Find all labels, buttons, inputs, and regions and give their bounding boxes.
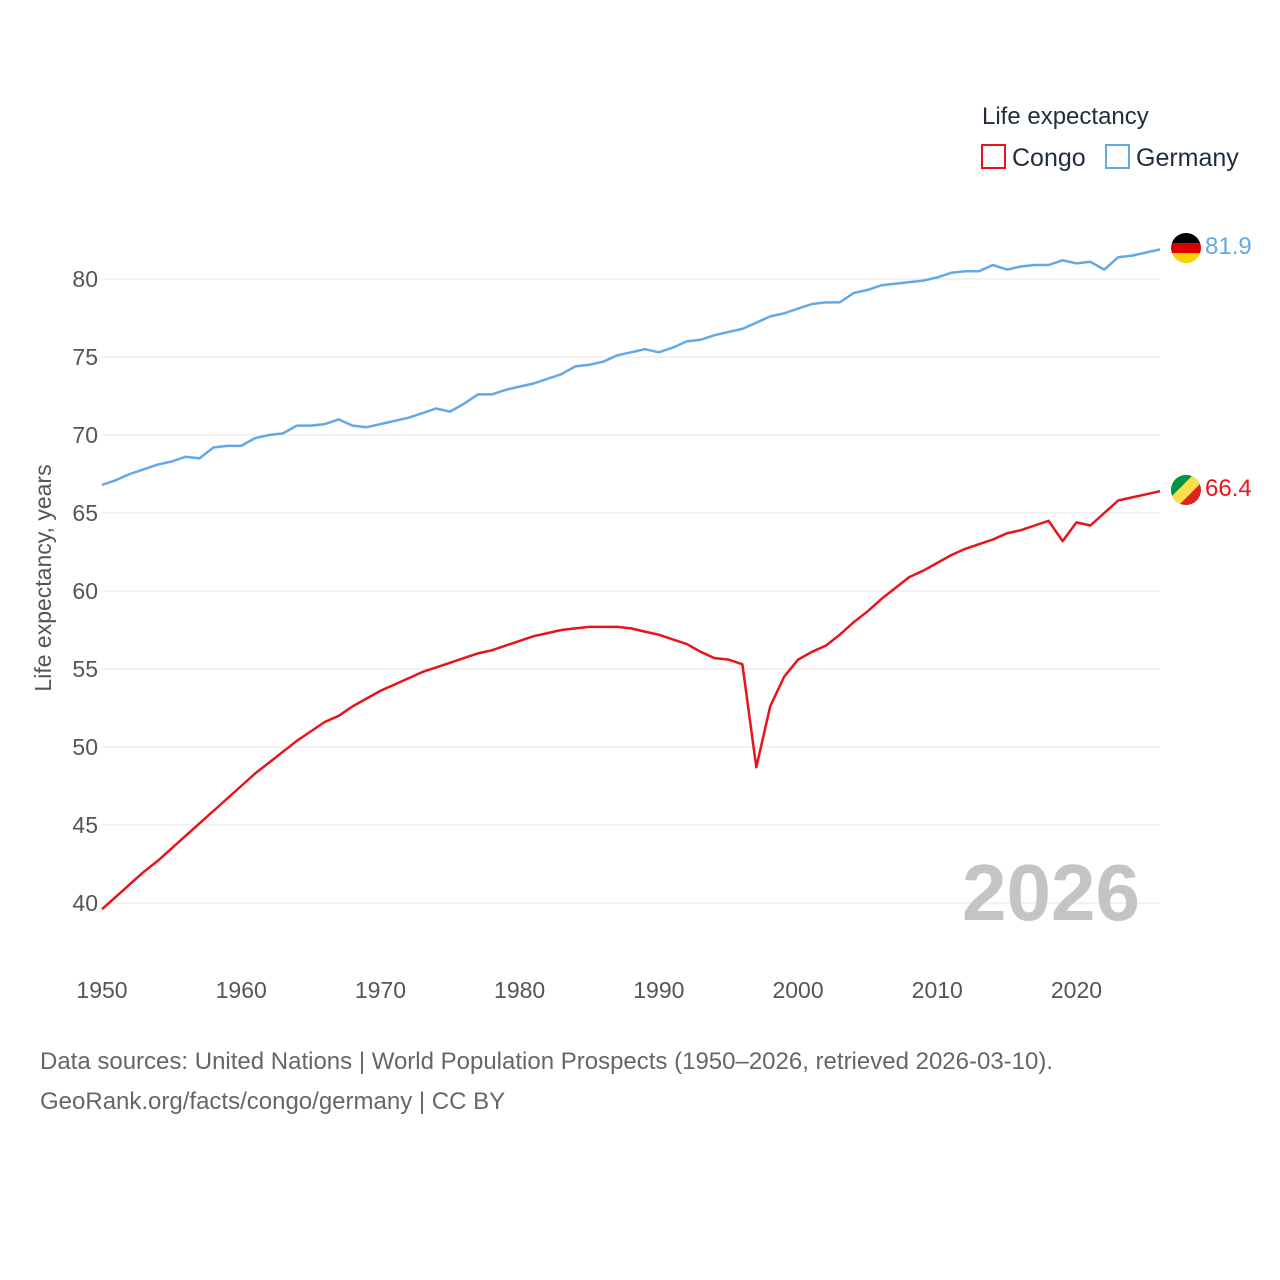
legend-swatch-congo[interactable] bbox=[981, 144, 1006, 169]
y-tick-label: 70 bbox=[72, 422, 98, 448]
legend-label-germany[interactable]: Germany bbox=[1136, 144, 1239, 172]
x-tick-label: 1980 bbox=[494, 977, 545, 1003]
series-line-congo bbox=[101, 489, 1161, 911]
germany-flag-icon bbox=[1171, 233, 1201, 263]
x-tick-label: 2010 bbox=[912, 977, 963, 1003]
y-tick-label: 60 bbox=[72, 578, 98, 604]
data-source-text: Data sources: United Nations | World Pop… bbox=[40, 1048, 1054, 1075]
legend-label-congo[interactable]: Congo bbox=[1012, 144, 1086, 172]
congo-flag-icon bbox=[1171, 475, 1201, 505]
y-tick-label: 45 bbox=[72, 812, 98, 838]
end-label-congo: 66.4 bbox=[1205, 475, 1252, 502]
gridlines bbox=[102, 278, 1160, 904]
legend-title: Life expectancy bbox=[982, 103, 1149, 130]
legend: Life expectancy Congo Germany bbox=[981, 103, 1239, 172]
y-tick-label: 55 bbox=[72, 656, 98, 682]
y-tick-label: 75 bbox=[72, 344, 98, 370]
legend-swatch-germany[interactable] bbox=[1105, 144, 1130, 169]
current-year-label: 2026 bbox=[962, 848, 1140, 937]
y-tick-label: 80 bbox=[72, 266, 98, 292]
footer: Data sources: United Nations | World Pop… bbox=[40, 1042, 1053, 1122]
y-axis-title: Life expectancy, years bbox=[30, 464, 56, 691]
x-axis-ticks: 1950 1960 1970 1980 1990 2000 2010 2020 bbox=[76, 977, 1102, 1003]
y-tick-label: 50 bbox=[72, 734, 98, 760]
x-tick-label: 2000 bbox=[772, 977, 823, 1003]
y-tick-label: 40 bbox=[72, 890, 98, 916]
x-tick-label: 1990 bbox=[633, 977, 684, 1003]
end-label-germany: 81.9 bbox=[1205, 233, 1252, 260]
x-tick-label: 2020 bbox=[1051, 977, 1102, 1003]
x-tick-label: 1960 bbox=[216, 977, 267, 1003]
attribution-link[interactable]: GeoRank.org/facts/congo/germany | CC BY bbox=[40, 1088, 506, 1115]
x-tick-label: 1950 bbox=[76, 977, 127, 1003]
y-tick-label: 65 bbox=[72, 500, 98, 526]
y-axis-ticks: 40 45 50 55 60 65 70 75 80 bbox=[72, 266, 98, 916]
x-tick-label: 1970 bbox=[355, 977, 406, 1003]
series-line-germany bbox=[101, 248, 1161, 487]
